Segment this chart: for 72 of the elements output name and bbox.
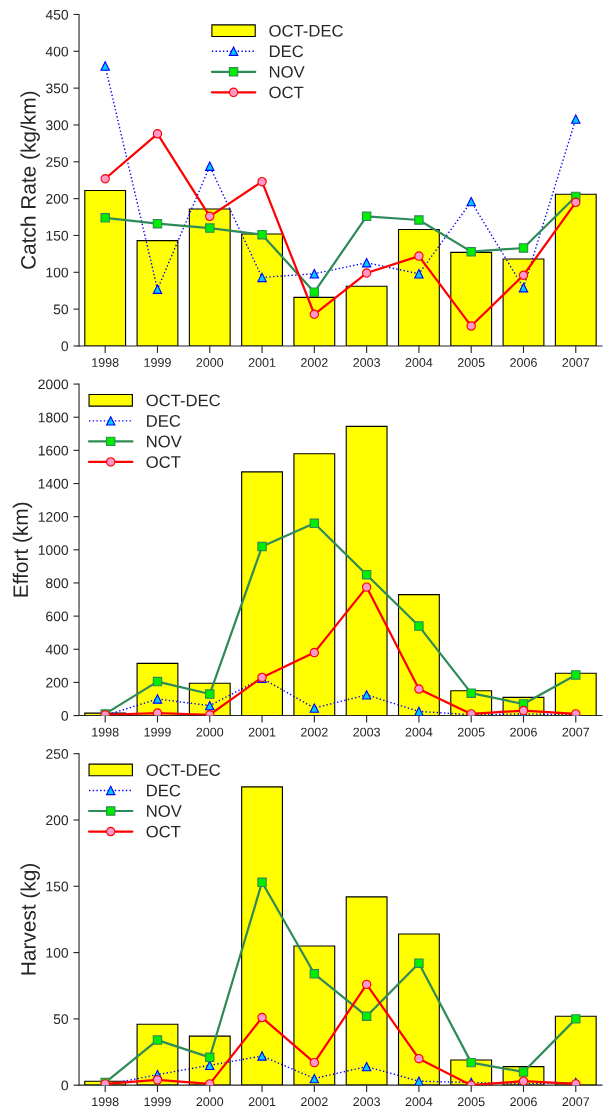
x-tick-label: 2000 [196, 358, 224, 367]
x-tick-label: 2000 [196, 727, 224, 737]
x-tick-label: 2003 [353, 727, 380, 737]
x-tick-label: 2006 [510, 1097, 537, 1107]
y-tick-label: 0 [61, 1080, 69, 1091]
legend-label: OCT [146, 456, 181, 468]
y-axis-title: Effort (km) [12, 502, 33, 597]
y-tick-label: 350 [45, 83, 69, 94]
y-tick-label: 300 [45, 120, 69, 131]
y-tick-label: 150 [46, 230, 69, 241]
y-tick-label: 200 [46, 815, 69, 826]
y-tick-label: 150 [46, 881, 69, 892]
x-tick-label: 2005 [457, 727, 485, 737]
y-tick-label: 100 [46, 267, 69, 278]
x-tick-label: 1999 [144, 358, 171, 367]
x-tick-label: 2000 [196, 1097, 224, 1107]
x-tick-label: 2005 [457, 1097, 485, 1107]
y-axis-title: Catch Rate (kg/km) [20, 91, 40, 269]
y-tick-label: 1800 [38, 412, 69, 423]
legend-label: NOV [269, 65, 305, 78]
y-tick-label: 1600 [38, 445, 69, 456]
x-tick-label: 2001 [248, 727, 276, 737]
legend-label: NOV [147, 805, 182, 817]
x-tick-label: 2007 [562, 727, 590, 737]
legend-label: OCT [269, 86, 304, 99]
x-tick-label: 2003 [353, 358, 380, 367]
y-tick-label: 400 [45, 644, 69, 655]
x-tick-label: 2002 [301, 1097, 328, 1107]
y-tick-label: 200 [46, 677, 69, 688]
x-tick-label: 2001 [248, 1097, 276, 1107]
x-tick-label: 1999 [144, 1097, 171, 1107]
legend-label: OCT-DEC [269, 24, 343, 37]
y-tick-label: 50 [53, 1014, 69, 1025]
x-tick-label: 2004 [405, 358, 433, 367]
x-tick-label: 2005 [457, 358, 485, 367]
x-tick-label: 2002 [301, 727, 328, 737]
x-tick-label: 2004 [405, 727, 433, 737]
y-axis-title: Harvest (kg) [20, 864, 40, 975]
y-tick-label: 0 [61, 710, 69, 721]
legend-label: NOV [147, 435, 182, 448]
x-tick-label: 1998 [92, 727, 119, 737]
legend-label: OCT-DEC [146, 764, 221, 776]
y-tick-label: 2000 [38, 379, 69, 390]
y-tick-label: 400 [45, 46, 69, 57]
y-tick-label: 100 [46, 947, 69, 958]
x-tick-label: 1999 [144, 727, 171, 737]
y-tick-label: 1200 [38, 512, 69, 522]
y-tick-label: 800 [46, 578, 69, 589]
x-tick-label: 2003 [353, 1097, 380, 1107]
y-tick-label: 600 [46, 611, 69, 622]
legend-label: OCT [146, 825, 181, 838]
legend-label: OCT-DEC [146, 394, 221, 407]
y-tick-label: 250 [46, 749, 69, 759]
legend-label: DEC [147, 415, 181, 427]
y-tick-label: 450 [45, 9, 69, 20]
x-tick-label: 2007 [562, 358, 590, 367]
x-tick-label: 1998 [92, 358, 119, 367]
legend-label: DEC [147, 784, 181, 797]
x-tick-label: 2006 [510, 727, 537, 737]
x-tick-label: 2002 [301, 358, 328, 367]
x-tick-label: 2006 [510, 358, 537, 367]
legend-label: DEC [269, 45, 304, 58]
x-tick-label: 2007 [562, 1097, 590, 1107]
y-tick-label: 50 [53, 304, 69, 315]
y-tick-label: 1400 [38, 478, 69, 489]
x-tick-label: 2004 [405, 1097, 433, 1107]
x-tick-label: 2001 [248, 358, 276, 367]
x-tick-label: 1998 [92, 1097, 119, 1107]
y-tick-label: 250 [46, 157, 69, 167]
y-tick-label: 200 [46, 193, 69, 204]
y-tick-label: 0 [61, 341, 69, 352]
y-tick-label: 1000 [38, 545, 69, 555]
